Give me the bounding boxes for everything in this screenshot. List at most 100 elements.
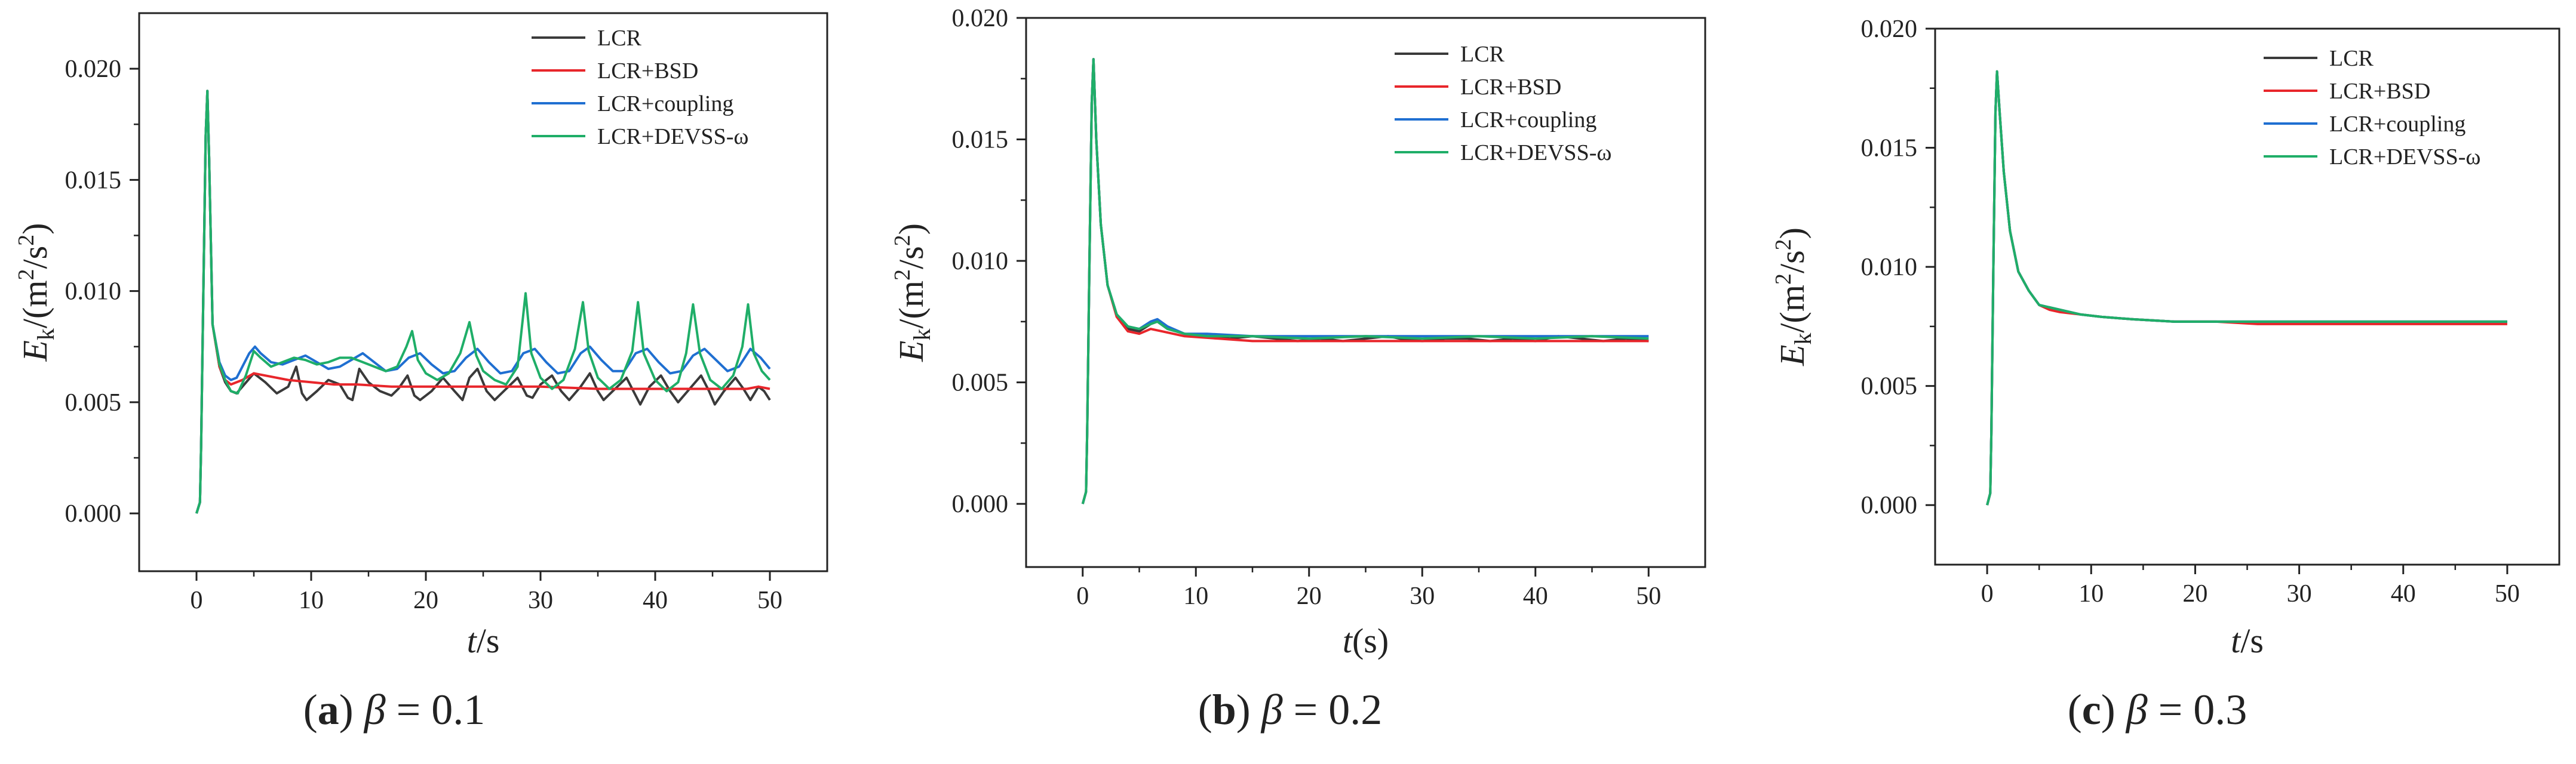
y-axis-title-var: E xyxy=(16,340,54,362)
caption-paren: ) xyxy=(1236,686,1261,734)
y-axis-title-sub: k xyxy=(1789,333,1816,345)
legend-label: LCR xyxy=(1460,42,1505,67)
y-tick-label: 0.010 xyxy=(1861,254,1918,281)
y-axis-title-unit: /s xyxy=(1773,250,1812,273)
x-tick-label: 20 xyxy=(1297,583,1322,610)
y-tick-label: 0.005 xyxy=(952,369,1009,397)
caption-letter: a xyxy=(318,686,339,734)
caption-symbol: β xyxy=(1260,686,1283,734)
x-tick-label: 20 xyxy=(413,587,438,614)
panel-caption: (a) β = 0.1 xyxy=(303,686,485,734)
x-tick-label: 0 xyxy=(1076,583,1089,610)
y-axis-title: Ek/(m2/s2) xyxy=(1771,227,1816,366)
plot-frame xyxy=(1934,27,2560,566)
y-axis-title-sub: k xyxy=(32,328,59,340)
legend-label: LCR xyxy=(2329,46,2374,71)
y-tick-label: 0.005 xyxy=(1861,373,1918,401)
legend: LCR LCR+BSD LCR+coupling LCR+DEVSS-ω xyxy=(532,26,748,149)
legend-label: LCR+BSD xyxy=(1460,75,1561,100)
series-line-lcr-devss xyxy=(195,90,771,514)
x-tick-label: 30 xyxy=(2287,580,2312,608)
x-tick-label: 20 xyxy=(2182,580,2207,608)
y-axis-title: Ek/(m2/s2) xyxy=(14,223,59,362)
y-axis-title-sub: k xyxy=(908,329,935,341)
y-axis-title-unit: /(m xyxy=(1773,285,1812,333)
x-tick-label: 50 xyxy=(1636,583,1661,610)
chart-panel-c: 0 10 20 30 40 500.0000.0050.0100.0150.020t/sE… xyxy=(1771,16,2560,734)
x-tick-label: 40 xyxy=(2391,580,2416,608)
y-axis-title-sup: 2 xyxy=(890,235,915,246)
legend-label: LCR+DEVSS-ω xyxy=(597,124,748,149)
legend-label: LCR+coupling xyxy=(2329,112,2466,137)
legend-label: LCR+DEVSS-ω xyxy=(2329,144,2480,170)
series-line-lcr-devss xyxy=(1081,58,1649,504)
caption-paren: ( xyxy=(303,686,318,734)
plot-area xyxy=(195,90,771,514)
x-axis-title-unit: (s) xyxy=(1352,621,1389,660)
series-line-lcr-coupling xyxy=(195,90,771,514)
x-axis-title-unit: /s xyxy=(477,621,500,660)
x-axis-title-var: t xyxy=(1343,621,1353,660)
series-line-lcr-bsd xyxy=(195,90,770,514)
caption-paren: ) xyxy=(339,686,364,734)
y-axis-title-unit: /s xyxy=(892,246,931,269)
y-tick-label: 0.000 xyxy=(952,491,1009,518)
plot-area xyxy=(1986,70,2507,506)
x-axis-title-var: t xyxy=(2231,621,2242,660)
legend-label: LCR+BSD xyxy=(2329,79,2430,104)
caption-symbol: β xyxy=(2125,686,2148,734)
plot-area xyxy=(1081,58,1649,504)
y-tick-label: 0.005 xyxy=(65,389,122,417)
x-tick-label: 10 xyxy=(299,587,324,614)
legend: LCR LCR+BSD LCR+coupling LCR+DEVSS-ω xyxy=(1395,42,1611,165)
y-axis-title: Ek/(m2/s2) xyxy=(890,223,935,362)
y-tick-label: 0.010 xyxy=(952,248,1009,275)
x-axis-title-var: t xyxy=(467,621,478,660)
legend-label: LCR xyxy=(597,26,642,51)
x-tick-label: 50 xyxy=(2495,580,2520,608)
caption-letter: c xyxy=(2082,686,2101,734)
y-axis-title-sup: 2 xyxy=(1771,273,1796,285)
series-line-lcr-devss xyxy=(1986,70,2507,506)
y-axis-title-var: E xyxy=(892,341,931,362)
x-tick-label: 10 xyxy=(1183,583,1208,610)
caption-paren: ) xyxy=(2101,686,2126,734)
plot-frame xyxy=(1025,17,1706,568)
x-axis-title-unit: /s xyxy=(2240,621,2264,660)
legend: LCR LCR+BSD LCR+coupling LCR+DEVSS-ω xyxy=(2264,46,2480,170)
y-axis-title-unit: /(m xyxy=(892,281,931,329)
y-tick-label: 0.015 xyxy=(952,127,1009,154)
chart-panel-b: 0 10 20 30 40 50 0.000 0.005 0.010 0.015 0.020 t(s)… xyxy=(890,5,1706,734)
y-tick-label: 0.020 xyxy=(65,56,122,83)
panel-caption: (c) β = 0.3 xyxy=(2068,686,2247,734)
y-axis-title-unit: ) xyxy=(16,223,54,235)
y-axis-title-unit: ) xyxy=(892,223,931,235)
y-axis-title-sup: 2 xyxy=(890,269,915,281)
x-tick-label: 0 xyxy=(1981,580,1994,608)
panel-caption: (b) β = 0.2 xyxy=(1198,686,1382,734)
chart-panel-a: 0 10 20 30 40 500.0000.0050.0100.0150.020t/sE… xyxy=(14,12,828,734)
y-tick-label: 0.015 xyxy=(65,167,122,194)
x-tick-label: 0 xyxy=(191,587,203,614)
y-axis-title-sup: 2 xyxy=(14,269,39,281)
caption-letter: b xyxy=(1212,686,1236,734)
y-tick-label: 0.000 xyxy=(1861,492,1918,519)
x-tick-label: 10 xyxy=(2078,580,2104,608)
legend-label: LCR+coupling xyxy=(597,91,733,116)
caption-paren: ( xyxy=(2068,686,2082,734)
y-tick-label: 0.015 xyxy=(1861,135,1918,162)
caption-symbol: β xyxy=(363,686,386,734)
y-axis-title-unit: ) xyxy=(1773,227,1812,239)
y-axis-title-sup: 2 xyxy=(14,235,39,246)
x-tick-label: 40 xyxy=(1523,583,1548,610)
x-axis-title: t/s xyxy=(2231,621,2264,660)
x-axis-title: t(s) xyxy=(1343,621,1389,660)
y-axis-title-unit: /(m xyxy=(16,281,54,329)
x-tick-label: 30 xyxy=(528,587,553,614)
x-tick-label: 40 xyxy=(643,587,668,614)
y-tick-label: 0.020 xyxy=(952,5,1009,32)
y-axis-title-unit: /s xyxy=(16,246,54,269)
series-line-lcr xyxy=(195,90,771,514)
caption-value: = 0.1 xyxy=(386,686,486,734)
